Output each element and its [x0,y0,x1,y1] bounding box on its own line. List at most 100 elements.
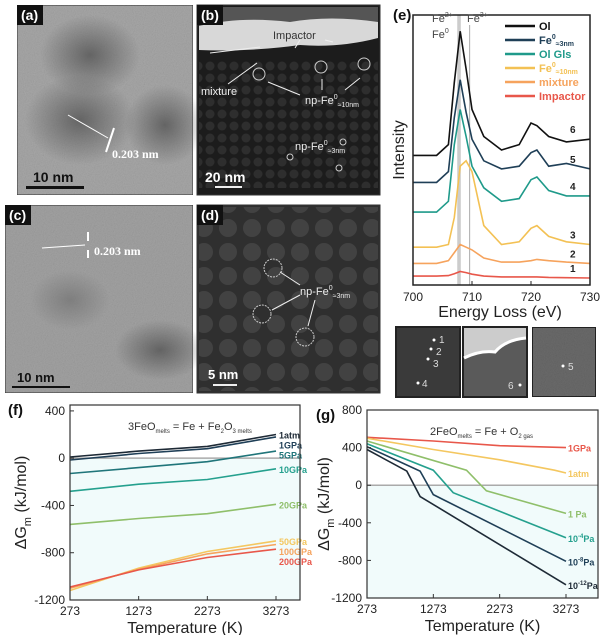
reaction-title: 3FeOmelts = Fe + Fe2O3 melts [128,421,252,435]
spectrum-line [413,159,591,248]
plot-frame [412,14,591,286]
x-axis-label: Temperature (K) [127,620,243,635]
plot-frame [69,404,301,601]
panel-label: (f) [8,402,23,419]
np-fe-3nm-label-d: np-Fe0≈3nm [300,285,350,300]
inset-point [432,338,436,342]
y-tick-label: -1200 [331,591,362,605]
inset-point [429,347,433,351]
y-axis-label: ΔGm (kJ/mol) [316,457,337,551]
y-axis-label: ΔGm (kJ/mol) [13,456,34,550]
panel-b-label: (b) [201,7,219,23]
np-fe-3nm-label: np-Fe0≈3nm [295,140,345,155]
series-line [69,450,277,475]
series-label: 1GPa [279,441,303,451]
series-line [366,440,567,515]
y-tick-label: 0 [58,451,65,465]
x-tick-label: 730 [580,290,600,304]
x-axis-label: Energy Loss (eV) [438,304,562,321]
panel-a-scale-bar: 10 nm [33,169,73,185]
x-tick-label: 273 [357,602,377,616]
spectrum-number: 5 [570,155,576,166]
inset-point-label: 5 [568,362,574,373]
x-tick-label: 3273 [263,604,290,618]
spectrum-line [413,31,591,157]
panel-b-haadf-image: (b) Impactor mixture np-Fe0≈10nm np-Fe0≈… [196,4,381,196]
series-line [366,445,567,563]
series-line [69,503,277,526]
inset-point-label: 3 [433,359,439,370]
panel-a-hrtem-image: (a) 0.203 nm 10 nm [16,4,205,196]
y-tick-label: -800 [41,546,65,560]
impactor-label: Impactor [273,30,316,42]
panel-e-label: (e) [393,7,411,24]
panel-d-label: (d) [201,207,219,223]
x-tick-label: 710 [462,290,482,304]
spectrum-line [413,243,591,265]
panel-b-scale-bar: 20 nm [205,169,245,185]
inset-point [426,357,430,361]
spectrum-line [413,270,591,279]
panel-label: (g) [316,407,335,424]
legend-entry: Ol [539,21,551,33]
y-tick-label: 0 [355,478,362,492]
series-label: 50GPa [279,537,308,547]
spectrum-number: 6 [570,125,576,136]
series-label: 10-12Pa [568,581,599,591]
inset-point [561,364,565,368]
spectrum-number: 4 [570,182,576,193]
y-tick-label: -400 [41,498,65,512]
series-label: 10-8Pa [568,557,595,567]
mixture-label: mixture [201,86,237,98]
y-tick-label: 400 [45,404,65,418]
spectrum-line [413,79,591,184]
series-line [69,548,277,588]
x-tick-label: 1273 [420,602,447,616]
series-label: 1atm [279,431,300,441]
series-label: 100GPa [279,547,313,557]
panel-c-lattice-spacing: 0.203 nm [94,244,141,258]
fe0-fe2-reference-band [457,15,461,285]
spectrum-number: 3 [570,231,576,242]
spectrum-line [413,109,590,213]
y-tick-label: 400 [342,441,362,455]
series-line [366,443,567,539]
panel-a-lattice-spacing: 0.203 nm [112,147,159,161]
series-label: 5GPa [279,451,303,461]
x-tick-label: 700 [403,290,423,304]
x-tick-label: 273 [60,604,80,618]
y-tick-label: -800 [338,553,362,567]
series-label: 20GPa [279,500,308,510]
legend-entry: Fe0≈3nm [539,34,574,48]
eels-spectra-chart: (e) 6 Ol 5 Fe0≈3nm 4 Ol Gls 3 Fe0≈10nm 2 mixture 1 I… [391,7,600,321]
y-tick-label: -400 [338,516,362,530]
panel-c-hrtem-image: (c) 0.203 nm 10 nm [4,204,205,394]
panel-d-scale-bar: 5 nm [208,367,238,382]
reaction-title: 2FeOmelts = Fe + O2 gas [430,426,533,440]
inset-point-label: 6 [508,381,514,392]
negative-region-shading [367,485,598,598]
x-tick-label: 2273 [194,604,221,618]
fe0-annotation: Fe0 [432,28,449,41]
spectrum-number: 1 [570,264,576,275]
series-label: 10GPa [279,465,308,475]
plot-frame [366,409,599,599]
panel-d-haadf-image: (d) np-Fe0≈3nm 5 nm [196,204,381,394]
inset-point-label: 4 [422,379,428,390]
x-tick-label: 3273 [553,602,580,616]
series-label: 200GPa [279,557,313,567]
fe2-annotation: Fe2+ [432,12,453,25]
spectrum-number: 2 [570,249,576,260]
panel-c-label: (c) [9,207,26,223]
inset-point-label: 1 [439,335,445,346]
inset-point [416,381,420,385]
series-label: 1GPa [568,444,592,454]
series-line [69,468,277,493]
series-line [69,433,277,458]
x-tick-label: 720 [521,290,541,304]
y-axis-label: Intensity [391,120,408,180]
